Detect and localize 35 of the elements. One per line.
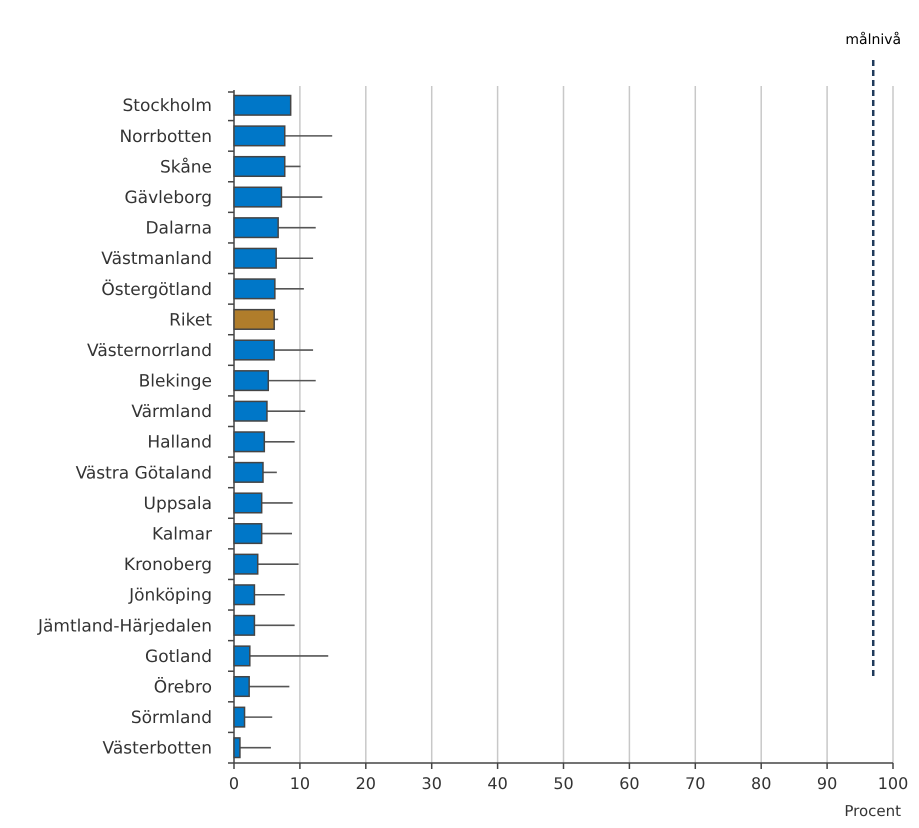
x-tick-label: 80 <box>751 774 772 793</box>
x-tick-label: 60 <box>619 774 640 793</box>
y-tick-label: Halland <box>147 432 212 453</box>
y-tick-label: Uppsala <box>144 494 212 514</box>
y-tick-label: Västernorrland <box>87 340 212 361</box>
y-tick-label: Västerbotten <box>102 738 212 759</box>
y-tick-label: Blekinge <box>138 372 212 392</box>
y-tick-label: Jämtland-Härjedalen <box>36 616 212 636</box>
x-tick-label: 40 <box>487 774 508 793</box>
y-tick-label: Värmland <box>131 402 212 422</box>
x-tick-label: 100 <box>878 774 908 793</box>
y-tick-label: Kronoberg <box>124 555 212 576</box>
y-tick-label: Skåne <box>160 157 212 178</box>
x-tick-label: 20 <box>356 774 376 793</box>
y-tick-label: Sörmland <box>130 708 212 728</box>
y-tick-label: Jönköping <box>128 586 212 606</box>
x-tick-label: 30 <box>422 774 442 793</box>
x-tick-label: 90 <box>816 774 838 793</box>
y-tick-label: Gotland <box>145 646 212 667</box>
y-tick-label: Gävleborg <box>124 188 212 208</box>
x-tick-label: 70 <box>685 774 706 793</box>
y-tick-label: Stockholm <box>122 96 212 116</box>
ref-line-label: målnivå <box>845 31 902 48</box>
x-axis-title: Procent <box>844 802 902 820</box>
y-tick-label: Kalmar <box>152 524 212 545</box>
y-tick-label: Örebro <box>154 676 212 698</box>
y-tick-label: Västmanland <box>101 249 212 270</box>
x-tick-label: 0 <box>228 774 240 793</box>
y-tick-label: Riket <box>169 310 212 330</box>
y-tick-label: Västra Götaland <box>76 463 212 484</box>
x-tick-label: 10 <box>290 774 310 793</box>
x-tick-label: 50 <box>553 774 574 793</box>
y-tick-label: Dalarna <box>145 218 212 239</box>
y-tick-label: Östergötland <box>101 278 212 300</box>
y-tick-label: Norrbotten <box>119 126 212 147</box>
